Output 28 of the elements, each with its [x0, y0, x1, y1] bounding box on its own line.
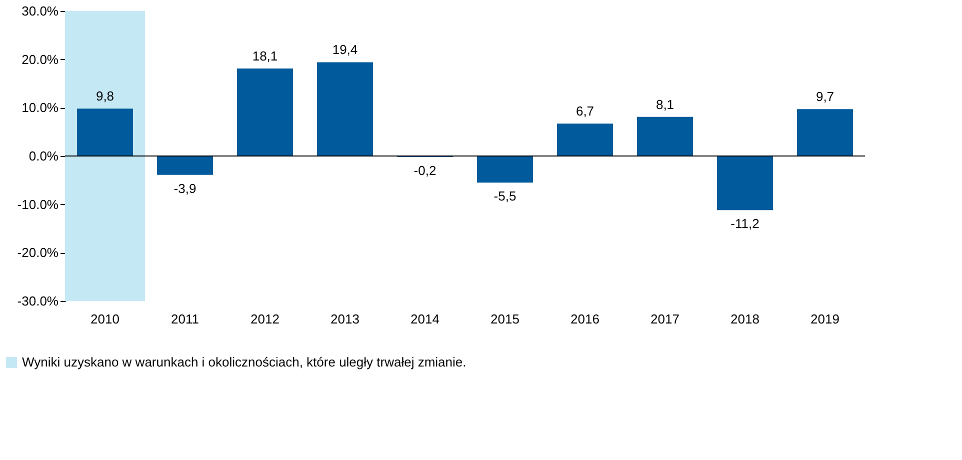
- y-tick-label: -10.0%: [17, 196, 59, 212]
- data-label: 9,8: [96, 88, 114, 104]
- data-label: 9,7: [816, 89, 834, 104]
- y-tick-label: 20.0%: [22, 52, 59, 67]
- x-tick-label: 2013: [330, 312, 360, 326]
- data-label: -5,5: [494, 188, 516, 204]
- y-tick-label: -30.0%: [17, 294, 59, 308]
- y-tick-label: -20.0%: [17, 245, 59, 260]
- x-tick-label: 2016: [570, 312, 600, 326]
- y-tick-label: 0.0%: [28, 148, 59, 164]
- data-label: 18,1: [252, 48, 278, 64]
- x-tick-label: 2019: [810, 312, 840, 326]
- data-label: 8,1: [656, 96, 674, 112]
- x-tick-label: 2018: [730, 312, 760, 326]
- x-tick-label: 2012: [250, 312, 280, 326]
- legend-label: Wyniki uzyskano w warunkach i okolicznościach, które uległy trwałej zmianie.: [22, 354, 466, 370]
- y-tick-label: 30.0%: [22, 4, 59, 18]
- data-label: -11,2: [730, 216, 760, 232]
- x-tick-label: 2010: [90, 312, 120, 326]
- x-tick-label: 2015: [490, 312, 520, 326]
- data-label: 19,4: [332, 42, 358, 58]
- x-tick-label: 2011: [171, 312, 199, 326]
- y-tick-label: 10.0%: [22, 100, 59, 116]
- data-label: 6,7: [576, 104, 594, 119]
- data-label: -0,2: [414, 162, 436, 178]
- data-label: -3,9: [174, 180, 196, 196]
- x-tick-label: 2017: [650, 312, 680, 326]
- x-tick-label: 2014: [410, 312, 440, 326]
